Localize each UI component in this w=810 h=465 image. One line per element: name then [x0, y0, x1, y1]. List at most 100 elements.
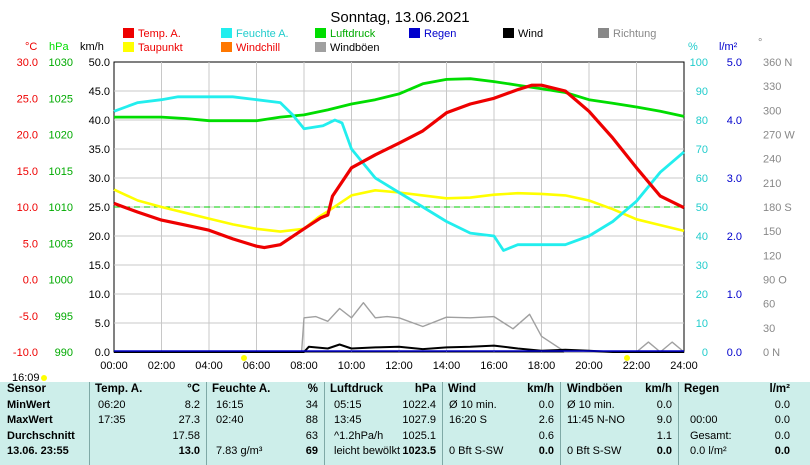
rain-axis-unit: l/m² [719, 41, 738, 53]
axis-ticks: 00:00 02:00 04:00 06:00 08:00 10:00 12:00 14:00… [13, 57, 795, 372]
rain-tick-label: 5.0 [727, 57, 742, 69]
humidity-tick-label: 50 [696, 202, 708, 214]
temp-tick-label: 25.0 [17, 93, 38, 105]
column-unit-rain: l/m² [769, 383, 790, 395]
x-tick-label: 04:00 [195, 360, 223, 372]
cell-aux-pressure: ^1.2hPa/h [334, 430, 384, 442]
legend-swatch [123, 42, 134, 52]
x-tick-label: 14:00 [433, 360, 461, 372]
cell-aux-pressure: 13:45 [334, 414, 362, 426]
wind-tick-label: 25.0 [89, 202, 110, 214]
pressure-axis-unit: hPa [49, 41, 69, 53]
column-header-rain: Regen [684, 383, 720, 395]
pressure-tick-label: 995 [55, 311, 73, 323]
legend-swatch [221, 42, 232, 52]
direction-tick-label: 30 [763, 323, 775, 335]
legend-label: Windchill [236, 42, 280, 54]
humidity-tick-label: 20 [696, 289, 708, 301]
cell-value-humidity: 63 [305, 430, 318, 442]
wind-tick-label: 50.0 [89, 57, 110, 69]
column-unit-temp: °C [187, 383, 200, 395]
cell-value-temp: 8.2 [184, 399, 200, 411]
row-label: Durchschnitt [7, 430, 75, 442]
x-tick-label: 12:00 [385, 360, 413, 372]
cell-value-pressure: 1027.9 [402, 414, 436, 426]
legend-label: Feuchte A. [236, 28, 289, 40]
wind-tick-label: 30.0 [89, 173, 110, 185]
row-label: Sensor [7, 383, 46, 395]
direction-tick-label: 90 O [763, 275, 787, 287]
direction-tick-label: 120 [763, 250, 781, 262]
wind-axis-unit: km/h [80, 41, 104, 53]
temp-tick-label: 30.0 [17, 57, 38, 69]
wind-tick-label: 5.0 [95, 318, 110, 330]
cell-aux-wind: 16:20 S [449, 414, 487, 426]
cell-aux-pressure: 05:15 [334, 399, 362, 411]
cell-value-temp: 13.0 [178, 445, 200, 457]
pressure-tick-label: 1025 [49, 93, 73, 105]
wind-tick-label: 20.0 [89, 231, 110, 243]
chart-title: Sonntag, 13.06.2021 [330, 9, 469, 26]
chart-legend: Temp. A. Feuchte A. Luftdruck Regen Wind Rich… [123, 28, 656, 54]
column-unit-wind: km/h [527, 383, 554, 395]
column-header-gusts: Windböen [567, 383, 623, 395]
cell-aux-gusts: 11:45 N-NO [567, 414, 625, 426]
column-unit-pressure: hPa [414, 383, 436, 395]
temp-tick-label: 10.0 [17, 202, 38, 214]
stats-table: Sensor MinWert MaxWert Durchschnitt 13.06. 2… [0, 382, 810, 465]
direction-tick-label: 180 S [763, 202, 792, 214]
series-wind [114, 343, 684, 353]
cell-aux-gusts: 0 Bft S-SW [567, 445, 622, 457]
cell-aux-rain: 00:00 [690, 414, 718, 426]
humidity-tick-label: 100 [690, 57, 708, 69]
wind-tick-label: 35.0 [89, 144, 110, 156]
cell-aux-gusts: Ø 10 min. [567, 399, 615, 411]
temp-axis-unit: °C [25, 41, 37, 53]
cell-aux-wind: 0 Bft S-SW [449, 445, 504, 457]
cell-value-gusts: 0.0 [656, 399, 672, 411]
x-tick-label: 08:00 [290, 360, 318, 372]
cell-aux-wind: Ø 10 min. [449, 399, 497, 411]
rain-tick-label: 3.0 [727, 173, 742, 185]
humidity-tick-label: 40 [696, 231, 708, 243]
table-divider [560, 382, 561, 465]
temp-tick-label: 0.0 [23, 275, 38, 287]
cell-value-wind: 0.0 [538, 445, 554, 457]
direction-tick-label: 0 N [763, 347, 780, 359]
pressure-tick-label: 1005 [49, 238, 73, 250]
direction-tick-label: 360 N [763, 57, 792, 69]
legend-label: Temp. A. [138, 28, 181, 40]
cell-aux-humidity: 02:40 [216, 414, 244, 426]
column-header-pressure: Luftdruck [330, 383, 384, 395]
legend-label: Taupunkt [138, 42, 183, 54]
cell-value-rain: 0.0 [774, 399, 790, 411]
cell-aux-humidity: 16:15 [216, 399, 244, 411]
table-divider [678, 382, 679, 465]
cell-value-pressure: 1023.5 [402, 445, 436, 457]
temp-tick-label: 15.0 [17, 166, 38, 178]
row-label: 13.06. 23:55 [7, 445, 69, 457]
legend-label: Windböen [330, 42, 380, 54]
rain-tick-label: 1.0 [727, 289, 742, 301]
series-temp-a- [113, 83, 685, 250]
table-divider [89, 382, 90, 465]
temp-tick-label: 5.0 [23, 238, 38, 250]
cell-aux-humidity: 7.83 g/m³ [216, 445, 263, 457]
column-header-humidity: Feuchte A. [212, 383, 271, 395]
legend-swatch [409, 28, 420, 38]
legend-swatch [598, 28, 609, 38]
wind-tick-label: 40.0 [89, 115, 110, 127]
legend-swatch [221, 28, 232, 38]
x-tick-label: 18:00 [528, 360, 556, 372]
wind-tick-label: 10.0 [89, 289, 110, 301]
legend-label: Richtung [613, 28, 656, 40]
cell-value-rain: 0.0 [774, 445, 790, 457]
weather-chart: Sonntag, 13.06.2021 Temp. A. Feuchte A. Lu… [12, 9, 795, 382]
cell-aux-temp: 06:20 [98, 399, 126, 411]
rain-tick-label: 2.0 [727, 231, 742, 243]
column-header-wind: Wind [448, 383, 476, 395]
time-label: 16:09 [12, 372, 40, 382]
table-divider [206, 382, 207, 465]
wind-tick-label: 0.0 [95, 347, 110, 359]
pressure-tick-label: 1010 [49, 202, 73, 214]
